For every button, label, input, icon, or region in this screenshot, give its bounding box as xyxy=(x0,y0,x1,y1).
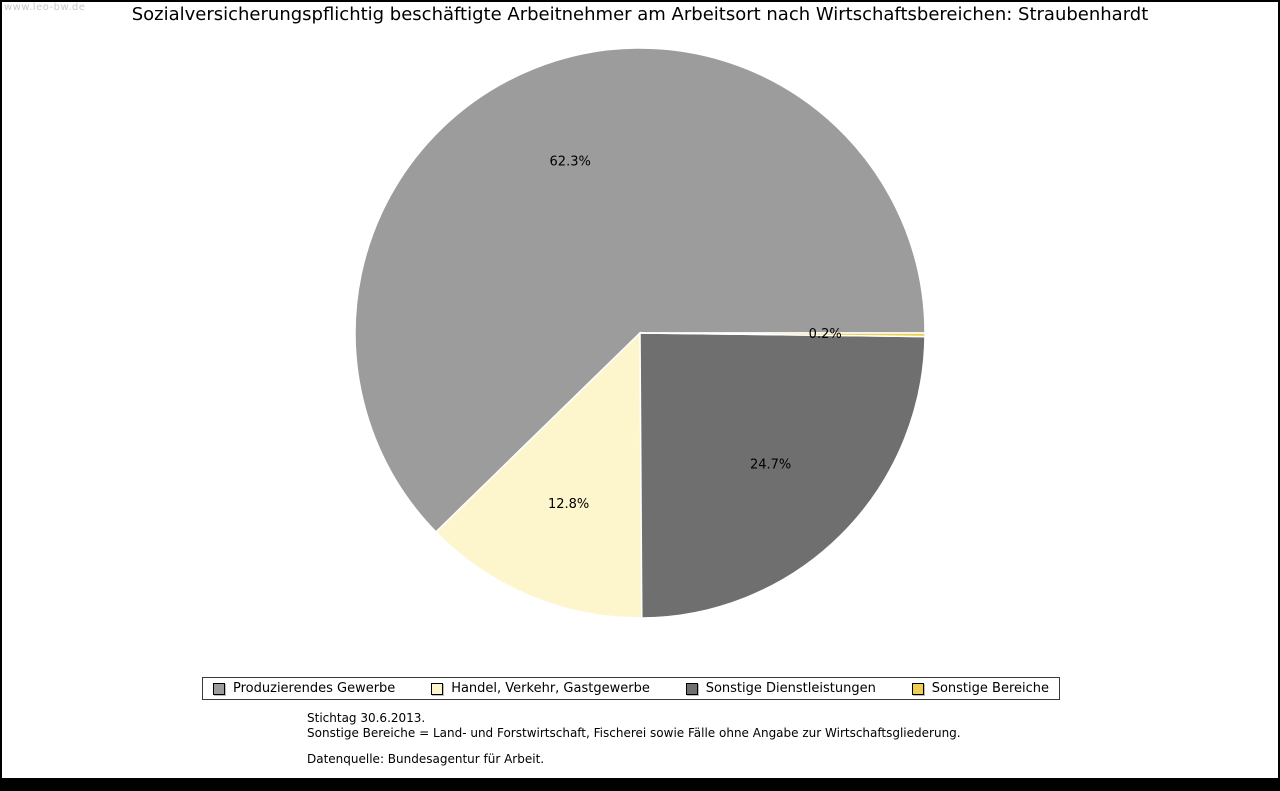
chart-title: Sozialversicherungspflichtig beschäftigt… xyxy=(131,4,1149,25)
pie-slice-percent-label-0: 62.3% xyxy=(550,154,591,169)
pie-chart: 62.3% 12.8% 24.7% 0.2% xyxy=(354,47,926,619)
watermark: www.leo-bw.de xyxy=(4,2,86,13)
pie-slice-0 xyxy=(354,47,926,534)
legend-item-0: Produzierendes Gewerbe xyxy=(213,681,395,696)
legend-swatch-icon xyxy=(431,682,444,695)
legend-swatch-icon xyxy=(911,682,924,695)
pie-slice-1 xyxy=(434,331,643,619)
footnotes: Stichtag 30.6.2013. Sonstige Bereiche = … xyxy=(307,711,961,767)
legend-item-1: Handel, Verkehr, Gastgewerbe xyxy=(431,681,650,696)
pie-slice-2 xyxy=(639,332,926,619)
bottom-bar xyxy=(0,778,1280,791)
pie-slice-3 xyxy=(639,332,926,338)
footnote-stichtag: Stichtag 30.6.2013. xyxy=(307,711,426,725)
legend-label: Sonstige Dienstleistungen xyxy=(705,681,876,696)
legend-label: Sonstige Bereiche xyxy=(931,681,1049,696)
legend-swatch-icon xyxy=(685,682,698,695)
legend-label: Handel, Verkehr, Gastgewerbe xyxy=(451,681,650,696)
footnote-definition: Sonstige Bereiche = Land- und Forstwirts… xyxy=(307,726,961,740)
legend-swatch-icon xyxy=(213,682,225,695)
pie-slice-percent-label-3: 0.2% xyxy=(809,327,842,342)
legend-item-3: Sonstige Bereiche xyxy=(911,681,1049,696)
footnote-source: Datenquelle: Bundesagentur für Arbeit. xyxy=(307,752,545,766)
pie-slice-percent-label-2: 24.7% xyxy=(750,457,791,472)
legend-label: Produzierendes Gewerbe xyxy=(233,681,396,696)
pie-slice-percent-label-1: 12.8% xyxy=(548,497,589,512)
legend-item-2: Sonstige Dienstleistungen xyxy=(685,681,876,696)
legend: Produzierendes Gewerbe Handel, Verkehr, G… xyxy=(202,677,1060,700)
